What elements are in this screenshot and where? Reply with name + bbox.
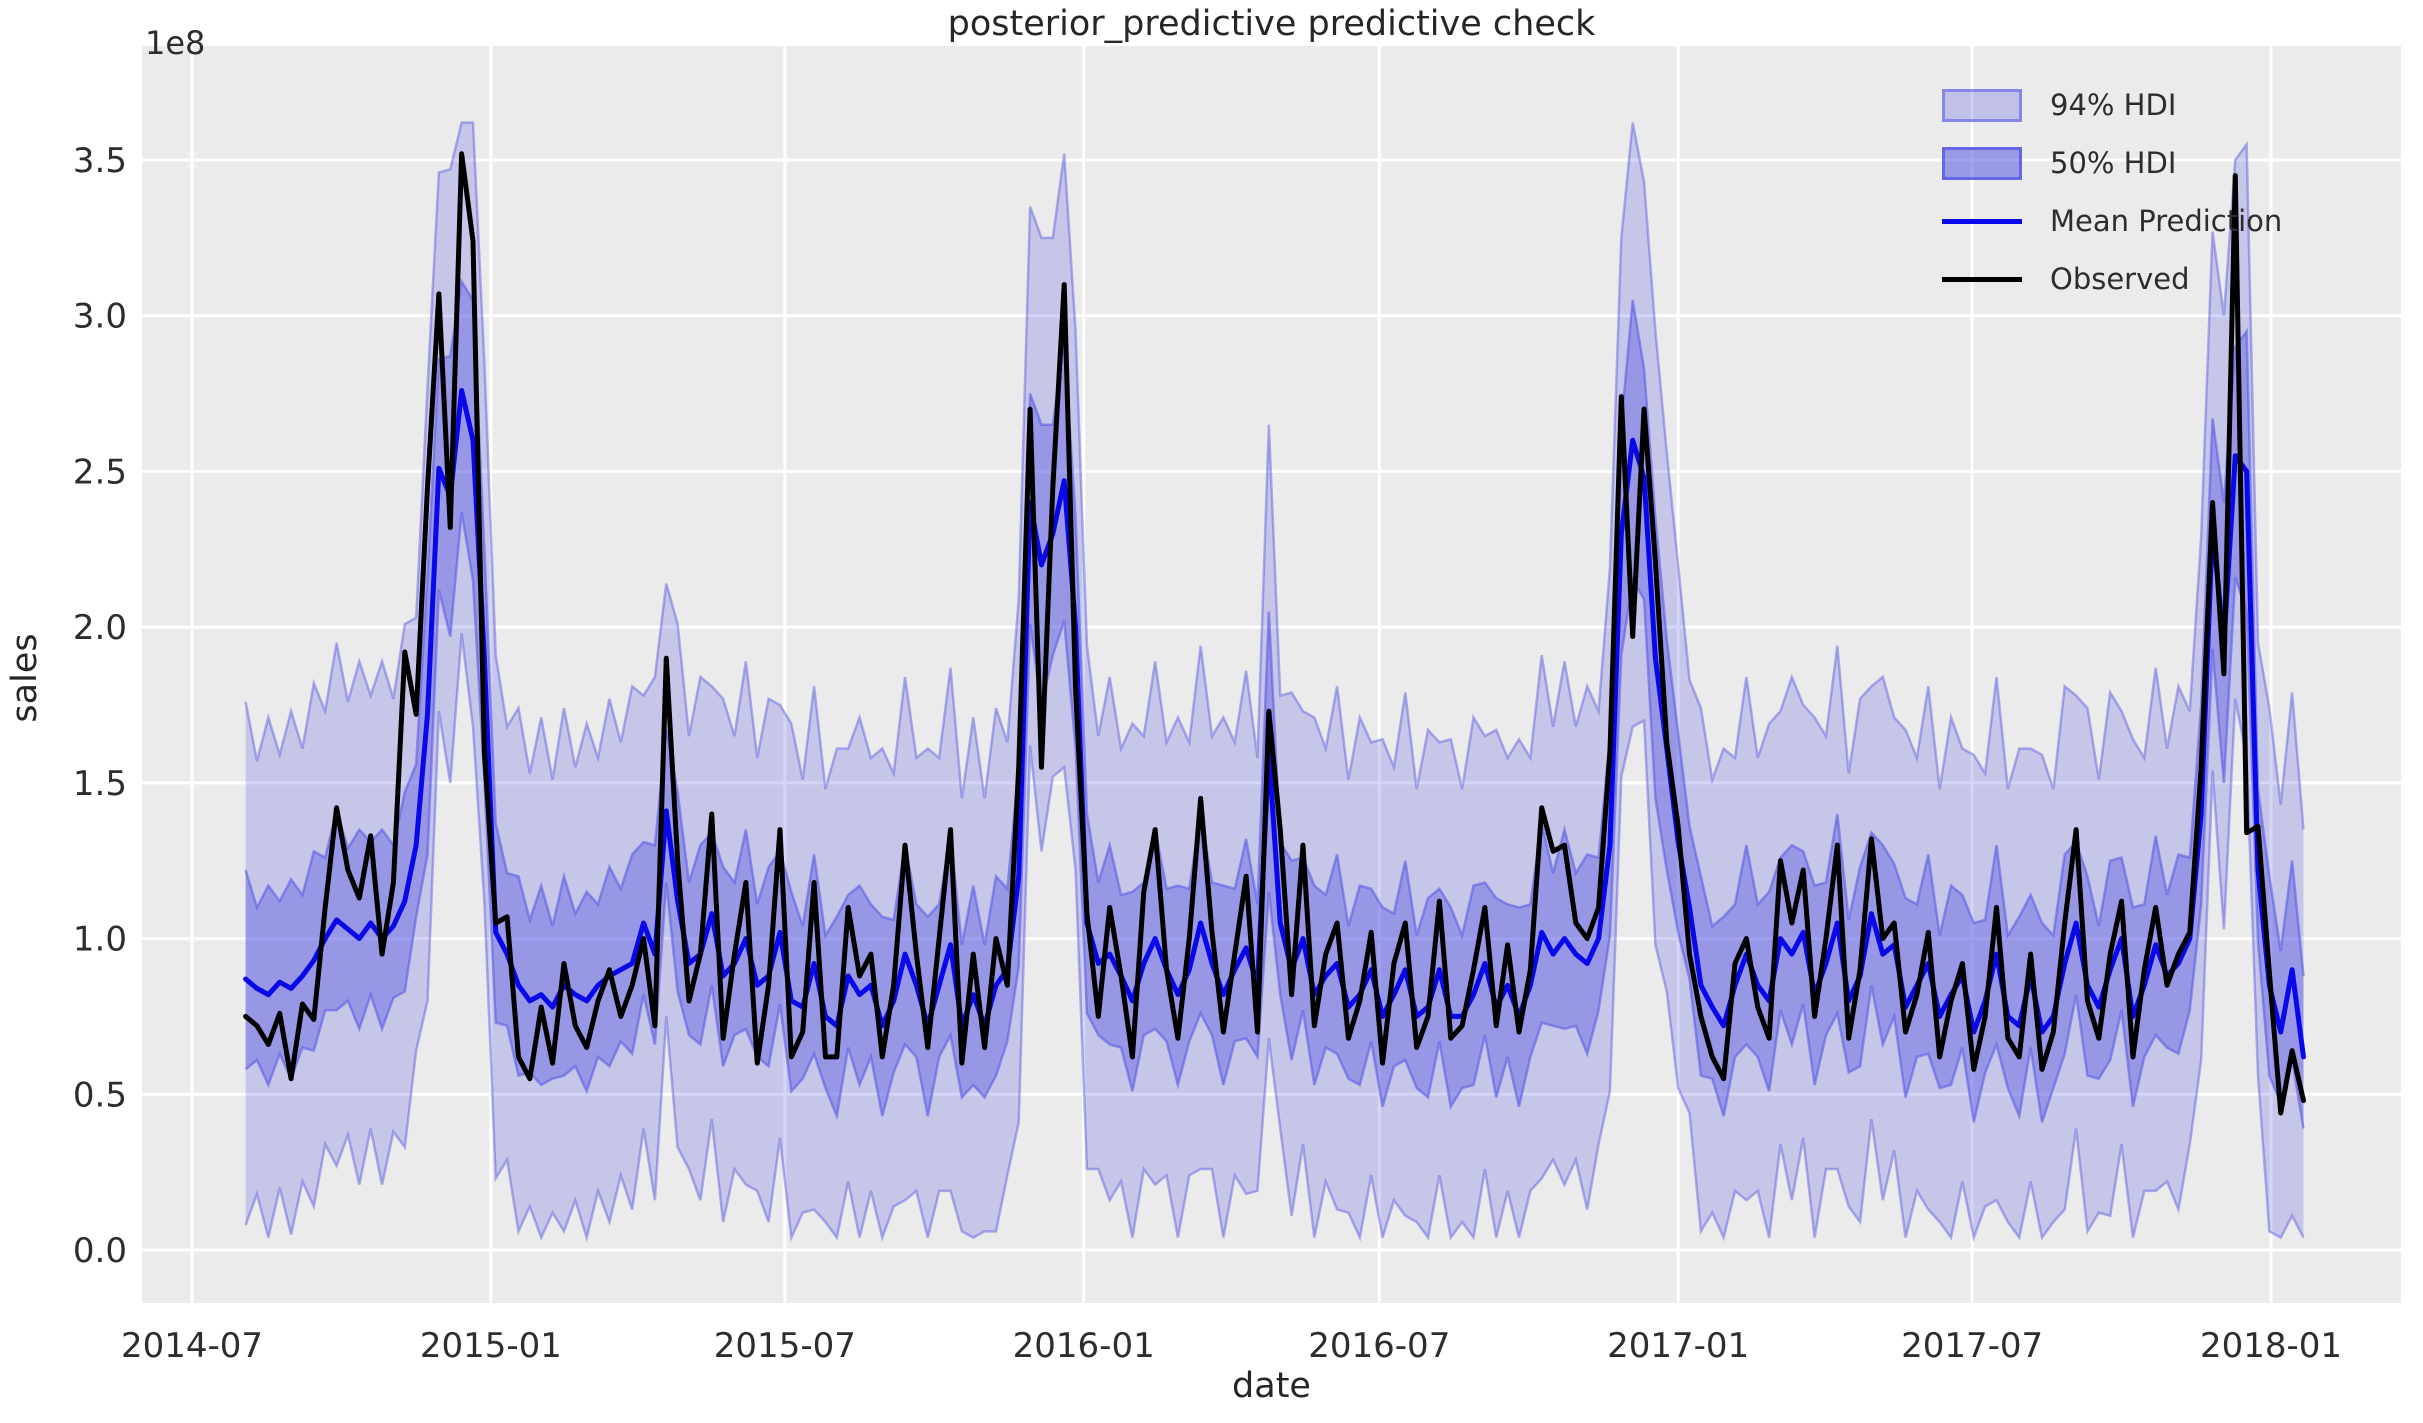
- y-tick-label: 3.5: [73, 141, 127, 181]
- y-tick-label: 1.5: [73, 764, 127, 804]
- mean-prediction-line: [243, 387, 2306, 1060]
- legend-item-94-hdi: 94% HDI: [1942, 76, 2282, 134]
- x-tick-label: 2016-07: [1308, 1326, 1450, 1366]
- x-tick-label: 2014-07: [121, 1326, 263, 1366]
- y-tick-label: 2.5: [73, 452, 127, 492]
- gridlines: [142, 46, 2401, 1303]
- hdi-94-band: [244, 121, 2305, 1243]
- legend-item-50-hdi: 50% HDI: [1942, 134, 2282, 192]
- legend-label: 94% HDI: [2050, 88, 2177, 122]
- legend-label: 50% HDI: [2050, 146, 2177, 180]
- observed-line: [243, 151, 2306, 1116]
- x-tick-label: 2016-01: [1013, 1326, 1155, 1366]
- y-tick-label: 0.0: [73, 1231, 127, 1271]
- y-axis-offset-label: 1e8: [145, 24, 206, 62]
- y-tick-label: 2.0: [73, 608, 127, 648]
- chart-title: posterior_predictive predictive check: [947, 4, 1596, 44]
- x-axis-label: date: [1232, 1366, 1311, 1406]
- hdi-94-swatch-icon: [1942, 88, 2022, 122]
- legend-item-mean-prediction: Mean Prediction: [1942, 192, 2282, 250]
- legend-label: Observed: [2050, 262, 2190, 296]
- y-axis-label: sales: [5, 633, 45, 723]
- x-tick-label: 2015-01: [420, 1326, 562, 1366]
- y-tick-label: 3.0: [73, 297, 127, 337]
- tick-labels: 2014-07 2015-01 2015-07 2016-01 2016-07 2017-…: [73, 141, 2342, 1366]
- legend-label: Mean Prediction: [2050, 204, 2283, 238]
- mean-line-swatch-icon: [1942, 218, 2022, 224]
- legend-item-observed: Observed: [1942, 250, 2282, 308]
- x-tick-label: 2015-07: [714, 1326, 856, 1366]
- x-tick-label: 2018-01: [2200, 1326, 2342, 1366]
- x-tick-label: 2017-01: [1607, 1326, 1749, 1366]
- y-tick-label: 0.5: [73, 1075, 127, 1115]
- observed-line-swatch-icon: [1942, 276, 2022, 282]
- legend: 94% HDI 50% HDI Mean Prediction Observed: [1942, 76, 2282, 308]
- hdi-50-swatch-icon: [1942, 146, 2022, 180]
- x-tick-label: 2017-07: [1901, 1326, 2043, 1366]
- y-tick-label: 1.0: [73, 920, 127, 960]
